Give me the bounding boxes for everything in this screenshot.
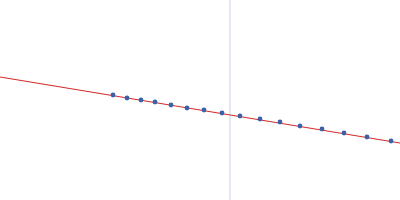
point: [258, 117, 263, 122]
plot-area: [0, 0, 400, 200]
point: [220, 111, 225, 116]
chart-container: [0, 0, 400, 200]
point: [278, 120, 283, 125]
point: [153, 100, 158, 105]
line: [0, 77, 400, 143]
point: [238, 114, 243, 119]
point: [320, 127, 325, 132]
point: [389, 139, 394, 144]
point: [342, 131, 347, 136]
point: [139, 98, 144, 103]
point: [365, 135, 370, 140]
point: [202, 108, 207, 113]
point: [125, 96, 130, 101]
chart-svg: [0, 0, 400, 200]
point: [111, 93, 116, 98]
point: [169, 103, 174, 108]
point: [185, 106, 190, 111]
point: [298, 124, 303, 129]
line: [230, 0, 231, 200]
